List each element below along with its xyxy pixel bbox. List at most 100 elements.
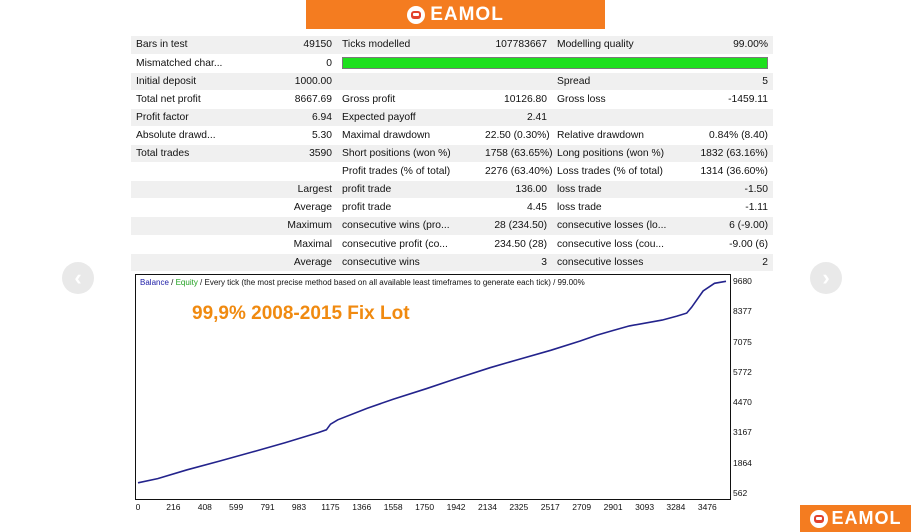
next-arrow-button[interactable]: › — [810, 262, 842, 294]
stat-value: 0 — [233, 54, 337, 73]
stat-label: Gross profit — [337, 90, 480, 109]
stats-row: Mismatched char... 0 — [131, 54, 773, 73]
stat-value: Largest — [233, 180, 337, 200]
legend-equity: Equity — [175, 278, 198, 287]
y-tick-label: 8377 — [733, 306, 752, 317]
x-tick-label: 2709 — [572, 502, 592, 512]
stat-value: 234.50 (28) — [480, 235, 552, 254]
x-tick-label: 3284 — [666, 502, 686, 512]
stat-label: Mismatched char... — [131, 54, 233, 73]
x-tick-label: 2134 — [478, 502, 497, 512]
strategy-tester-report: Bars in test 49150 Ticks modelled 107783667… — [131, 36, 777, 520]
stat-value: 6 (-9.00) — [680, 216, 773, 236]
stat-value: 10126.80 — [480, 90, 552, 109]
stat-value: -1459.11 — [680, 90, 773, 109]
x-tick-label: 1175 — [321, 502, 340, 512]
stat-label — [131, 253, 233, 272]
stat-label: Long positions (won %) — [552, 144, 680, 164]
x-tick-label: 1366 — [352, 502, 372, 512]
stat-value: 99.00% — [680, 36, 773, 55]
y-tick-label: 3167 — [733, 427, 752, 438]
corner-brand-logo: EAMOL — [800, 505, 911, 532]
stat-label: Short positions (won %) — [337, 144, 480, 164]
stat-value: 4.45 — [480, 198, 552, 218]
stats-row: Average consecutive wins 3 consecutive loss… — [131, 253, 773, 272]
stat-value: 5 — [680, 72, 773, 91]
stats-row: Profit factor 6.94 Expected payoff 2.41 — [131, 108, 773, 127]
y-tick-label: 7075 — [733, 336, 752, 347]
x-tick-label: 1942 — [446, 502, 466, 512]
stat-label: Profit trades (% of total) — [337, 162, 480, 182]
stat-value: Maximal — [233, 235, 337, 254]
stat-label: consecutive loss (cou... — [552, 235, 680, 254]
stat-value: 107783667 — [480, 36, 552, 55]
y-tick-label: 4470 — [733, 397, 752, 408]
brand-name: EAMOL — [430, 3, 504, 25]
stats-row: Total net profit 8667.69 Gross profit 10126… — [131, 90, 773, 109]
stats-row: Profit trades (% of total) 2276 (63.40%) L… — [131, 162, 773, 182]
stat-value: Average — [233, 253, 337, 272]
legend-separator: / — [168, 278, 176, 287]
stat-label: profit trade — [337, 198, 480, 218]
stats-row: Largest profit trade 136.00 loss trade -1.50 — [131, 180, 773, 200]
stat-value — [680, 108, 773, 127]
stat-label: Loss trades (% of total) — [552, 162, 680, 182]
stats-row: Initial deposit 1000.00 Spread 5 — [131, 72, 773, 91]
stat-label: Ticks modelled — [337, 36, 480, 55]
y-tick-label: 562 — [733, 488, 748, 498]
stat-value: 49150 — [233, 36, 337, 55]
y-tick-label: 5772 — [733, 366, 752, 377]
stat-value: 2276 (63.40%) — [480, 162, 552, 182]
x-tick-label: 1750 — [415, 502, 435, 512]
stat-value: 136.00 — [480, 180, 552, 200]
stat-value: Average — [233, 198, 337, 218]
y-tick-label: 1864 — [733, 457, 752, 468]
stat-label: Expected payoff — [337, 108, 480, 127]
stat-label: Total net profit — [131, 90, 233, 109]
corner-brand-name: EAMOL — [831, 508, 902, 528]
stat-label: loss trade — [552, 180, 680, 200]
stats-row: Total trades 3590 Short positions (won %) 1… — [131, 144, 773, 164]
stat-value: 1758 (63.65%) — [480, 144, 552, 164]
stat-label: consecutive wins — [337, 253, 480, 272]
y-tick-label: 9680 — [733, 276, 752, 286]
stat-label — [131, 198, 233, 218]
x-tick-label: 2517 — [540, 502, 560, 512]
stat-value: 2 — [680, 253, 773, 272]
stat-label: Relative drawdown — [552, 126, 680, 146]
stat-label: loss trade — [552, 198, 680, 218]
stat-value: 1832 (63.16%) — [680, 144, 773, 164]
chart-legend: Balance / Equity / Every tick (the most … — [140, 278, 585, 287]
stat-label: Spread — [552, 72, 680, 91]
balance-line — [137, 280, 727, 484]
brand-header: EAMOL — [306, 0, 605, 29]
stat-label — [131, 216, 233, 236]
stats-row: Bars in test 49150 Ticks modelled 107783667… — [131, 36, 773, 55]
balance-chart: Balance / Equity / Every tick (the most … — [135, 274, 731, 500]
prev-arrow-button[interactable]: ‹ — [62, 262, 94, 294]
stat-label: Absolute drawd... — [131, 126, 233, 146]
stat-value: 3590 — [233, 144, 337, 164]
stat-label — [131, 235, 233, 254]
stat-label: Maximal drawdown — [337, 126, 480, 146]
stat-label: Bars in test — [131, 36, 233, 55]
robot-logo-icon — [809, 509, 828, 528]
stat-label — [552, 108, 680, 127]
stat-value: 1000.00 — [233, 72, 337, 91]
stat-value: 6.94 — [233, 108, 337, 127]
chevron-left-icon: ‹ — [74, 265, 82, 290]
x-tick-label: 2325 — [509, 502, 529, 512]
stat-label: consecutive losses — [552, 253, 680, 272]
stat-label — [337, 72, 480, 91]
x-tick-label: 3093 — [635, 502, 655, 512]
stat-label: consecutive profit (co... — [337, 235, 480, 254]
stat-label: Modelling quality — [552, 36, 680, 55]
stat-value: 5.30 — [233, 126, 337, 146]
stat-label: consecutive wins (pro... — [337, 216, 480, 236]
x-tick-label: 2901 — [603, 502, 623, 512]
chart-overlay-text: 99,9% 2008-2015 Fix Lot — [192, 303, 410, 324]
stat-value: 1314 (36.60%) — [680, 162, 773, 182]
stats-row: Maximum consecutive wins (pro... 28 (234.5… — [131, 216, 773, 236]
stat-label — [131, 180, 233, 200]
